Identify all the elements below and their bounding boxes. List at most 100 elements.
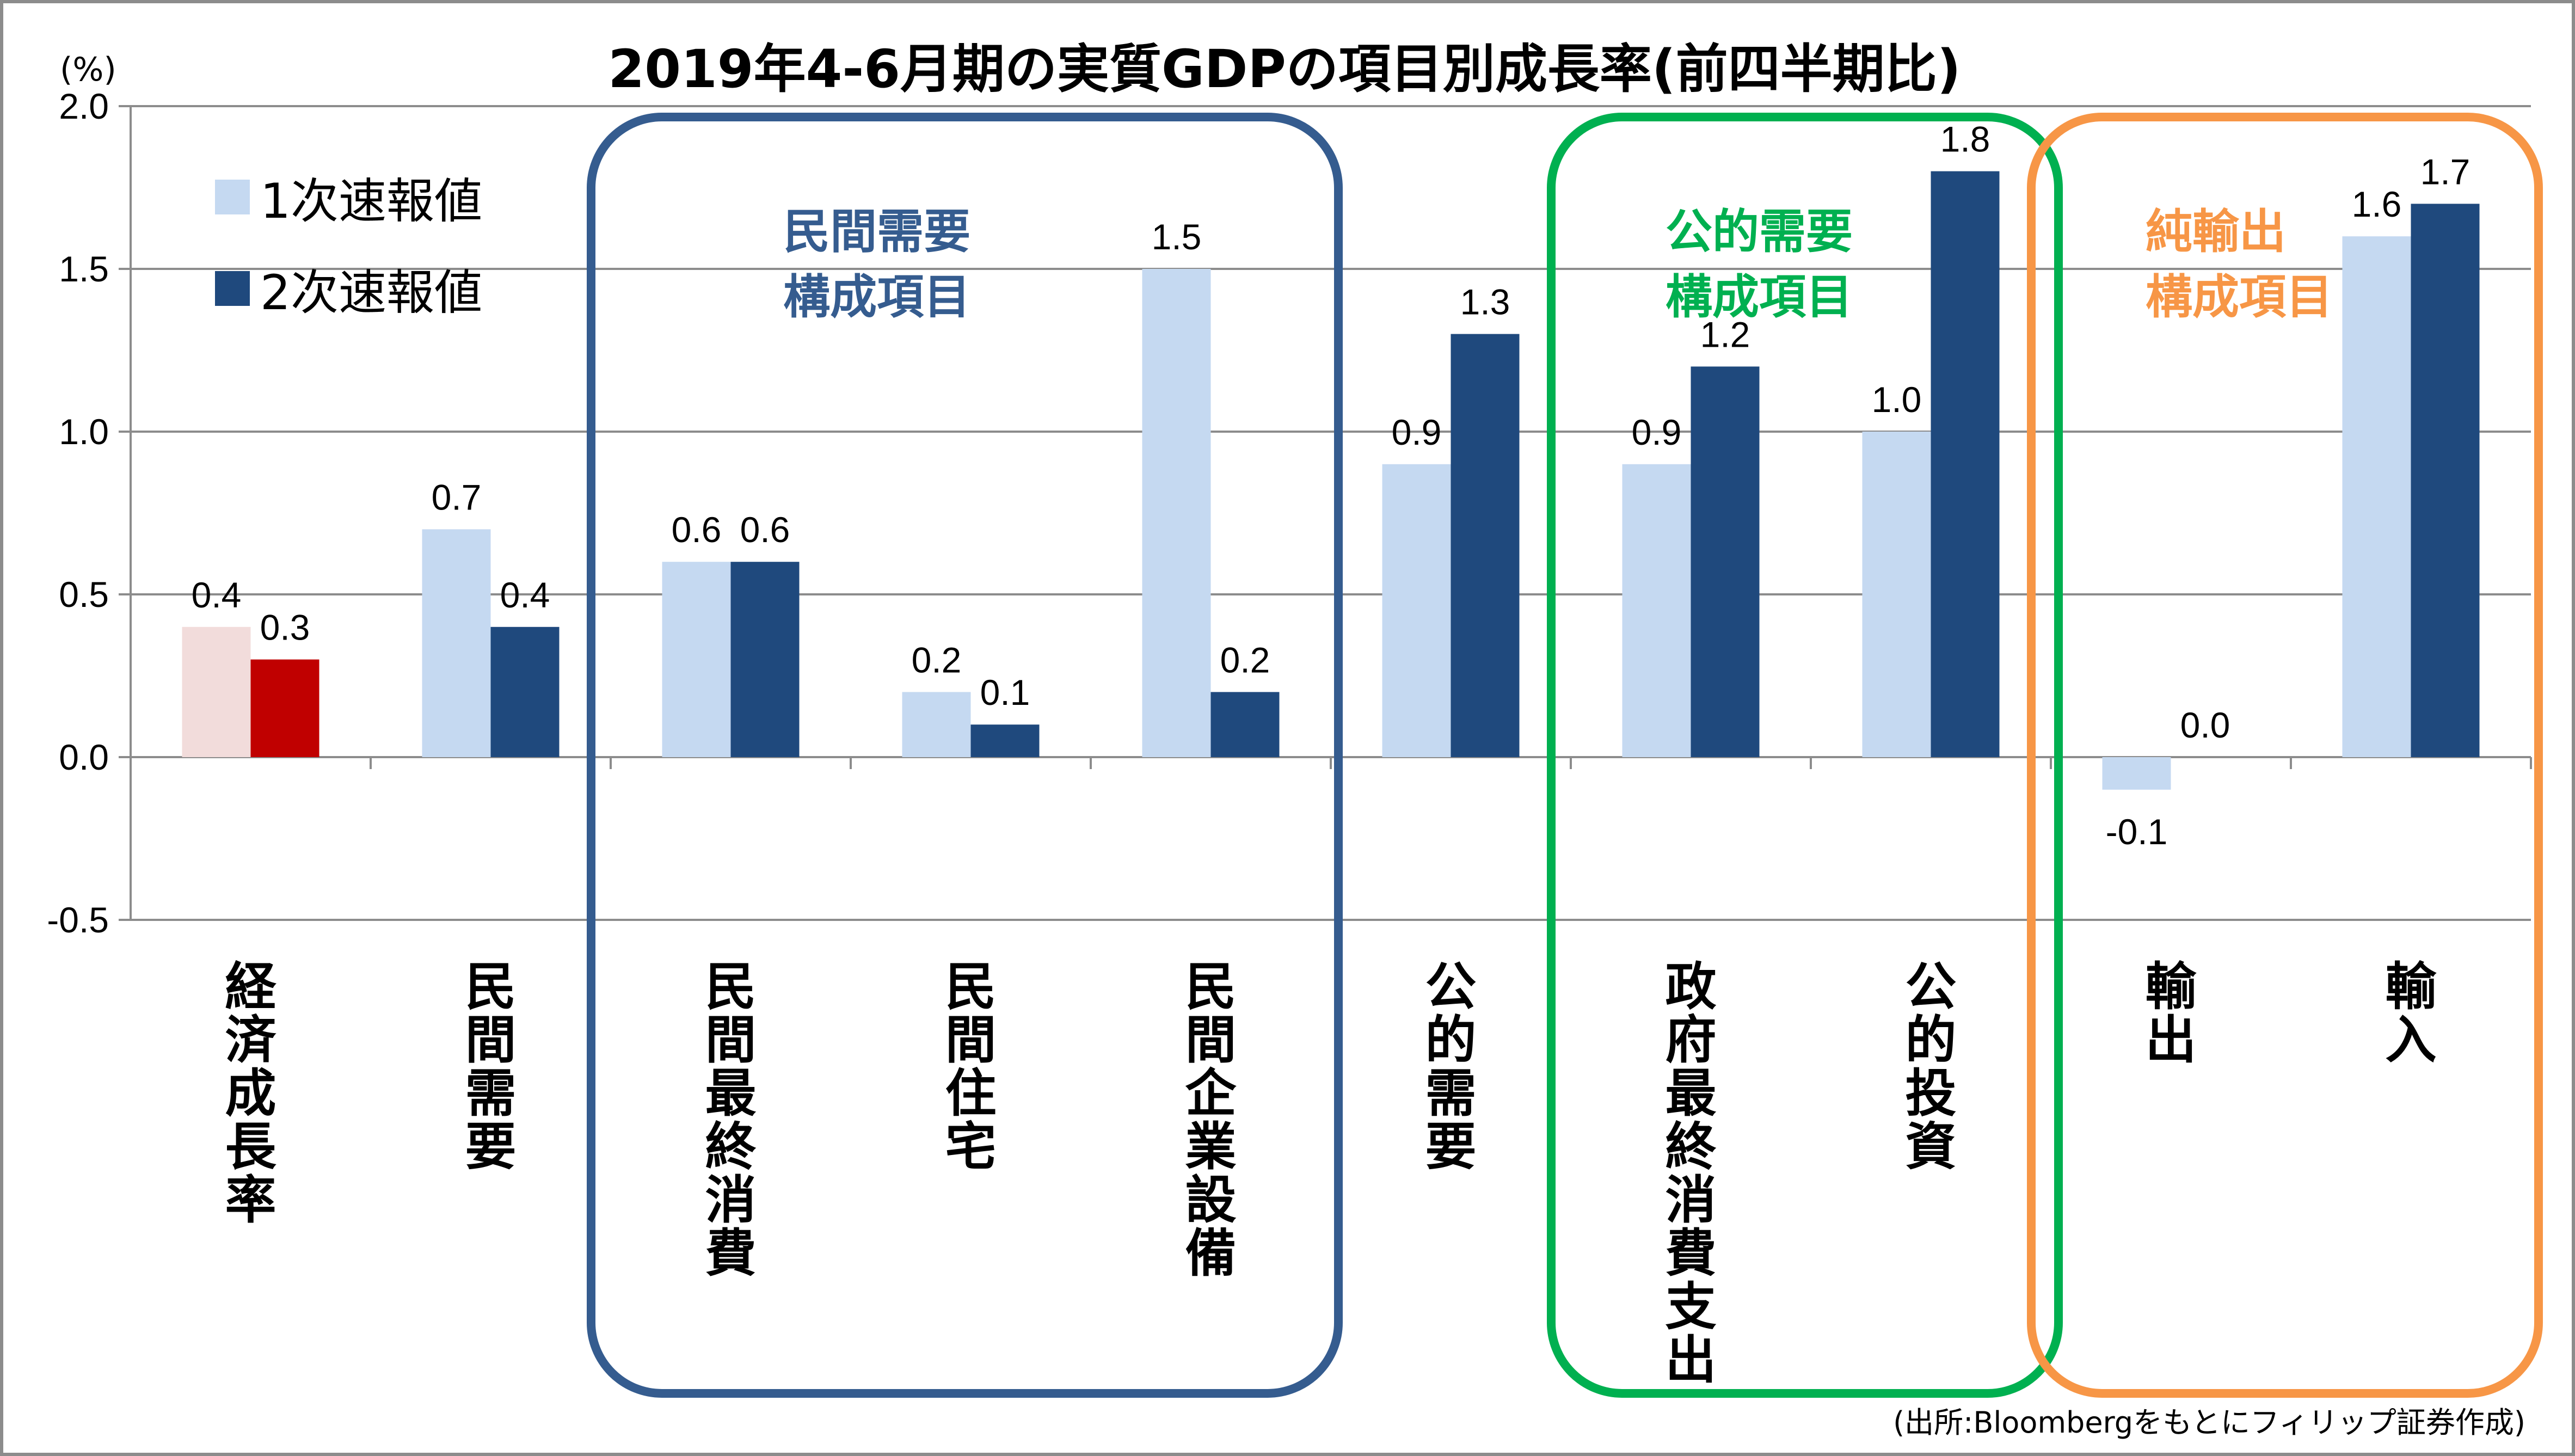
y-tick-label: 1.0	[59, 411, 109, 452]
data-label: 1.8	[1940, 119, 1990, 159]
axes: 2.0 1.5 1.0 0.5 0.0 -0.5	[47, 86, 2532, 940]
data-label: 1.7	[2420, 151, 2470, 192]
category-char: 民	[705, 957, 756, 1017]
category-char: 備	[1185, 1224, 1236, 1283]
group-label: 純輸出	[2146, 205, 2286, 259]
category-char: 長	[225, 1117, 276, 1177]
bar	[970, 724, 1040, 757]
bar	[1931, 171, 2000, 758]
category-char: 宅	[945, 1117, 996, 1177]
data-label: 1.2	[1700, 314, 1750, 354]
category-labels: 経済成長率民間需要民間最終消費民間住宅民間企業設備公的需要政府最終消費支出公的投…	[225, 957, 2437, 1390]
category-char: 資	[1905, 1117, 1956, 1177]
data-label: 0.4	[500, 575, 550, 615]
bars	[182, 171, 2480, 790]
bar	[250, 659, 319, 757]
bar	[662, 562, 731, 757]
data-label: 1.0	[1872, 379, 1922, 420]
category-label: 輸出	[2145, 957, 2197, 1070]
category-char: 支	[1665, 1277, 1716, 1337]
group-label: 構成項目	[2146, 270, 2333, 324]
category-label: 経済成長率	[225, 957, 276, 1230]
data-label: -0.1	[2106, 812, 2168, 852]
category-char: 企	[1185, 1064, 1237, 1123]
legend-swatch	[215, 180, 250, 214]
bar	[2342, 236, 2411, 757]
category-label: 民間企業設備	[1185, 957, 1237, 1283]
data-label: 0.9	[1392, 412, 1442, 452]
data-label: 0.1	[980, 672, 1030, 712]
category-char: 間	[1185, 1011, 1236, 1070]
data-label: 0.7	[432, 477, 482, 517]
bar	[2102, 757, 2171, 790]
category-label: 民間住宅	[945, 957, 996, 1177]
y-tick-label: 0.0	[59, 737, 109, 777]
data-label: 0.2	[1220, 640, 1270, 680]
bar	[2411, 204, 2480, 757]
data-label: 0.6	[740, 509, 790, 550]
category-char: 公	[1425, 957, 1476, 1017]
category-char: 輸	[2145, 957, 2197, 1017]
category-char: 最	[1665, 1064, 1716, 1123]
group-box	[2027, 113, 2543, 1398]
category-char: 消	[1665, 1171, 1716, 1230]
category-char: 府	[1665, 1011, 1716, 1070]
category-char: 間	[465, 1011, 516, 1070]
category-char: 間	[705, 1011, 756, 1070]
source-note: (出所:Bloombergをもとにフィリップ証券作成)	[1893, 1405, 2525, 1440]
category-char: 入	[2385, 1011, 2436, 1070]
category-label: 公的需要	[1425, 957, 1476, 1177]
group-box	[1547, 113, 2063, 1398]
bar	[902, 692, 971, 757]
bar	[1862, 432, 1931, 757]
legend-label: 1次速報値	[260, 173, 482, 229]
y-tick-label: -0.5	[47, 900, 109, 940]
data-label: 0.9	[1632, 412, 1682, 452]
category-char: 業	[1185, 1117, 1236, 1177]
bar	[730, 562, 800, 757]
group-label: 構成項目	[1666, 270, 1853, 324]
data-label: 1.3	[1460, 282, 1510, 322]
category-char: 需	[1425, 1064, 1476, 1123]
category-char: 終	[705, 1117, 756, 1177]
category-char: 間	[945, 1011, 996, 1070]
y-tick-label: 1.5	[59, 249, 109, 289]
category-char: 済	[225, 1011, 276, 1070]
y-axis-unit: (%)	[60, 51, 116, 89]
legend-swatch	[215, 271, 250, 306]
data-label: 1.5	[1152, 217, 1202, 257]
category-char: 的	[1905, 1011, 1956, 1070]
legend-label: 2次速報値	[260, 265, 482, 321]
data-label: 0.4	[192, 575, 242, 615]
category-char: 要	[465, 1117, 516, 1177]
bar	[1210, 692, 1280, 757]
category-char: 最	[705, 1064, 756, 1123]
category-char: 終	[1665, 1117, 1716, 1177]
category-char: 費	[705, 1224, 756, 1283]
data-label: 1.6	[2352, 184, 2402, 224]
category-char: 民	[465, 957, 516, 1017]
data-label: 0.6	[672, 509, 722, 550]
group-label: 構成項目	[783, 270, 970, 324]
category-char: 投	[1905, 1064, 1956, 1123]
data-label: 0.3	[260, 607, 310, 648]
category-char: 消	[705, 1171, 756, 1230]
chart-title: 2019年4-6月期の実質GDPの項目別成長率(前四半期比)	[608, 39, 1961, 100]
group-label: 公的需要	[1666, 205, 1853, 259]
category-char: 出	[2145, 1011, 2196, 1070]
category-label: 民間最終消費	[705, 957, 756, 1283]
category-char: 出	[1665, 1331, 1716, 1390]
category-char: 費	[1665, 1224, 1716, 1283]
category-char: 経	[225, 957, 276, 1017]
category-char: 成	[225, 1064, 276, 1123]
legend: 1次速報値 2次速報値	[215, 173, 482, 321]
category-char: 要	[1425, 1117, 1476, 1177]
category-char: 民	[945, 957, 996, 1017]
category-char: 率	[225, 1171, 276, 1230]
bar	[1142, 269, 1211, 757]
data-labels: 0.4 0.3 0.7 0.4 0.6 0.6 0.2 0.1 1.5 0.2 0.9 1.3 0.9 1…	[192, 119, 2470, 852]
bar	[1451, 334, 1520, 757]
category-char: 住	[945, 1064, 996, 1123]
group-box	[587, 113, 1343, 1398]
